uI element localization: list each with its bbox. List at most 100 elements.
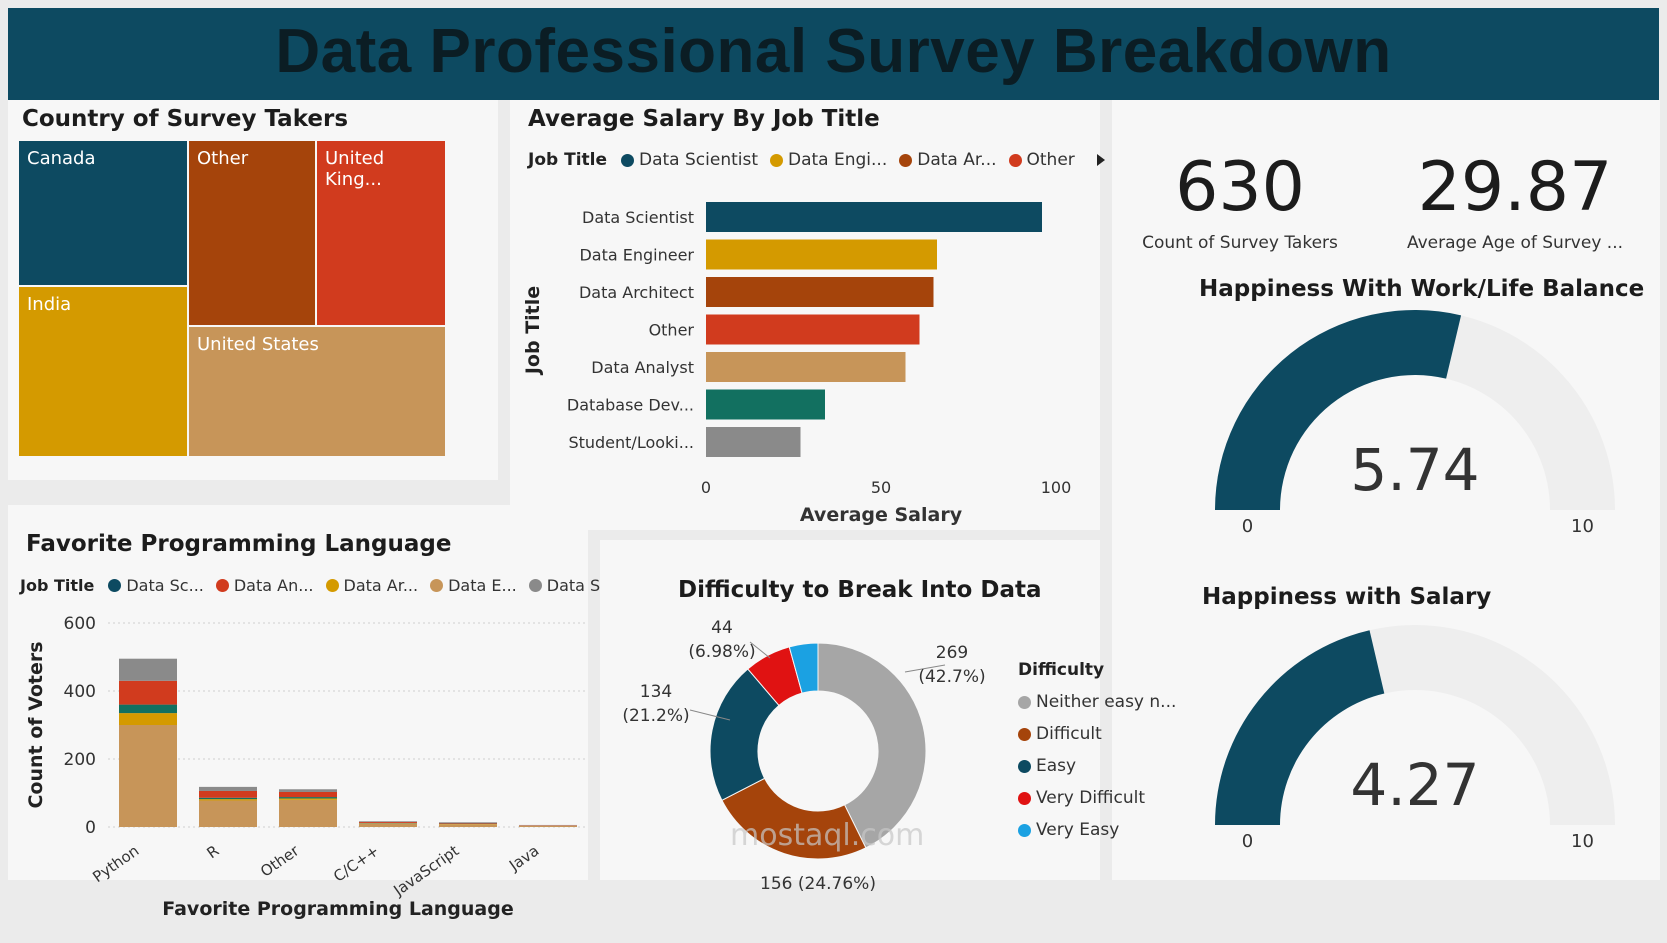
language-bar-segment[interactable] [199, 799, 257, 801]
legend-text: Difficult [1036, 724, 1102, 744]
gauge-max-label: 10 [1571, 516, 1594, 537]
language-bar-segment[interactable] [519, 825, 577, 827]
language-legend-item[interactable]: Data Sc... [108, 576, 204, 595]
legend-dot [1018, 695, 1031, 709]
donut-callout-count: 156 [760, 874, 798, 894]
treemap-cell-united-states[interactable]: United States [188, 326, 446, 457]
language-bar-segment[interactable] [279, 797, 337, 799]
donut-slice[interactable] [721, 777, 867, 860]
difficulty-legend-title: Difficulty [1018, 660, 1105, 680]
salary-y-axis-title: Job Title [522, 286, 544, 376]
salary-legend-item[interactable]: Data Ar... [899, 150, 997, 170]
treemap-label-united-kingdom: United King... [325, 148, 385, 190]
salary-title: Average Salary By Job Title [528, 106, 880, 132]
language-x-tick: Python [89, 842, 142, 887]
language-bar-segment[interactable] [359, 823, 417, 827]
treemap-cell-united-kingdom[interactable]: United King... [316, 140, 446, 326]
gauge-max-label: 10 [1571, 831, 1594, 852]
gauge-worklife-title: Happiness With Work/Life Balance [1199, 276, 1645, 302]
language-bar-segment[interactable] [359, 821, 417, 822]
salary-bar[interactable] [706, 352, 906, 382]
language-stacked-bar-chart: 0 200 400 600 Python R Other C/C++ JavaScript Jav… [25, 614, 588, 920]
language-bar-segment[interactable] [199, 797, 257, 800]
salary-bar[interactable] [706, 202, 1042, 232]
salary-legend: Job Title Data Scientist Data Engi... Da… [528, 150, 1105, 170]
difficulty-donut-chart: 269 (42.7%) 156 (24.76%) 134 (21.2%) 44 (6.98%… [622, 618, 985, 894]
difficulty-legend-item[interactable]: Very Difficult [1018, 782, 1176, 814]
language-bar-segment[interactable] [119, 725, 177, 827]
legend-next-arrow-icon[interactable] [1096, 154, 1105, 166]
language-bar-segment[interactable] [119, 680, 177, 705]
legend-dot [1018, 727, 1031, 741]
language-bar-segment[interactable] [279, 789, 337, 792]
salary-legend-item[interactable]: Data Engi... [770, 150, 887, 170]
donut-callout: 156 (24.76%) [760, 874, 876, 894]
language-bar-segment[interactable] [279, 791, 337, 798]
language-bar-segment[interactable] [199, 786, 257, 791]
language-bar-segment[interactable] [439, 822, 497, 823]
difficulty-legend-item[interactable]: Very Easy [1018, 814, 1176, 846]
language-bar-segment[interactable] [359, 821, 417, 823]
donut-callout-percent: (24.76%) [798, 874, 876, 894]
salary-x-tick: 50 [871, 478, 891, 497]
salary-bar[interactable] [706, 427, 801, 457]
salary-legend-label: Job Title [528, 150, 607, 170]
gauge-fill [1215, 630, 1385, 825]
legend-dot [215, 579, 229, 592]
legend-text: Data E... [448, 576, 517, 595]
salary-bar[interactable] [706, 239, 937, 270]
legend-text: Neither easy n... [1036, 692, 1177, 712]
language-legend-item[interactable]: Data E... [430, 576, 517, 595]
salary-category-label: Data Architect [579, 283, 694, 302]
watermark: mostaql.com [730, 818, 925, 853]
language-bar-segment[interactable] [279, 799, 337, 827]
gauge-value: 4.27 [1350, 751, 1479, 819]
legend-dot [1008, 153, 1022, 167]
treemap-cell-canada[interactable]: Canada [18, 140, 188, 286]
gauge-fill [1215, 310, 1462, 510]
language-bar-segment[interactable] [439, 822, 497, 824]
donut-leader-line [749, 641, 771, 659]
header-banner: Data Professional Survey Breakdown [8, 8, 1659, 100]
language-bar-segment[interactable] [199, 800, 257, 827]
legend-dot [325, 579, 339, 592]
language-legend-item[interactable]: Data An... [215, 576, 314, 595]
difficulty-legend-item[interactable]: Neither easy n... [1018, 686, 1176, 718]
difficulty-legend-item[interactable]: Difficult [1018, 718, 1176, 750]
kpi-count-label: Count of Survey Takers [1142, 233, 1338, 253]
language-legend-item[interactable]: Data Ar... [325, 576, 418, 595]
language-y-tick: 600 [64, 614, 96, 634]
legend-dot [1018, 791, 1031, 805]
donut-callout-percent: (6.98%) [688, 642, 755, 662]
salary-category-label: Other [649, 321, 695, 340]
salary-bar[interactable] [706, 277, 934, 307]
donut-leader-line [689, 709, 731, 721]
language-bar-segment[interactable] [119, 704, 177, 714]
donut-slice[interactable] [788, 642, 819, 694]
language-legend-item[interactable]: Data S... [528, 576, 616, 595]
salary-legend-item[interactable]: Data Scientist [621, 150, 758, 170]
kpi-age-value: 29.87 [1417, 148, 1613, 227]
legend-text: Data Sc... [126, 576, 204, 595]
difficulty-title: Difficulty to Break Into Data [678, 577, 1042, 603]
language-bar-segment[interactable] [119, 658, 177, 681]
kpi-count-value: 630 [1175, 148, 1305, 227]
language-y-tick: 0 [85, 818, 96, 838]
salary-category-label: Data Analyst [591, 358, 694, 377]
legend-text: Easy [1036, 756, 1077, 776]
salary-legend-item[interactable]: Other [1008, 150, 1075, 170]
treemap-cell-other[interactable]: Other [188, 140, 316, 326]
language-bar-segment[interactable] [439, 824, 497, 827]
donut-slice[interactable] [817, 642, 927, 849]
language-bar-segment[interactable] [119, 713, 177, 725]
treemap-cell-india[interactable]: India [18, 286, 188, 457]
difficulty-legend-item[interactable]: Easy [1018, 750, 1176, 782]
language-bar-segment[interactable] [279, 798, 337, 800]
language-bar-segment[interactable] [199, 790, 257, 798]
salary-bar[interactable] [706, 314, 920, 345]
language-x-axis-title: Favorite Programming Language [162, 898, 513, 920]
salary-bar[interactable] [706, 389, 825, 420]
legend-text: Data S... [546, 576, 616, 595]
gauge-min-label: 0 [1242, 831, 1253, 852]
